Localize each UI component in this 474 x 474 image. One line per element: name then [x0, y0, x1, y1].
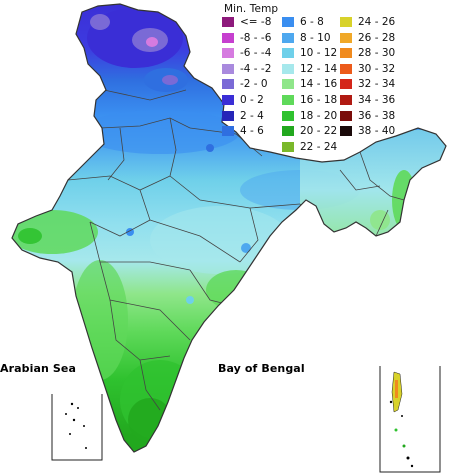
- legend-item: 36 - 38: [340, 110, 395, 122]
- legend-title: Min. Temp: [224, 3, 279, 15]
- andaman-nicobar-inset: [379, 366, 441, 473]
- legend-swatch: [340, 17, 352, 27]
- legend-label: 10 - 12: [300, 47, 338, 60]
- state-boundaries: [67, 89, 405, 411]
- legend-label: 24 - 26: [358, 16, 396, 28]
- legend-item: 6 - 8: [282, 16, 324, 28]
- bay-of-bengal-label: Bay of Bengal: [218, 362, 305, 375]
- legend-swatch: [340, 79, 352, 90]
- legend-item: 18 - 20: [282, 110, 337, 122]
- legend-swatch: [282, 110, 294, 121]
- legend-swatch: [222, 32, 234, 43]
- legend-label: 16 - 18: [300, 94, 338, 106]
- legend-item: 24 - 26: [340, 16, 395, 28]
- legend-item: -2 - 0: [222, 78, 268, 90]
- legend-swatch: [282, 63, 294, 74]
- legend-swatch: [222, 126, 234, 137]
- legend-item: 32 - 34: [340, 78, 395, 90]
- legend-label: 36 - 38: [358, 109, 396, 122]
- legend-swatch: [222, 48, 234, 59]
- legend-swatch: [282, 17, 294, 27]
- legend-label: 22 - 24: [300, 140, 338, 153]
- legend-label: 34 - 36: [358, 94, 396, 106]
- legend-label: -6 - -4: [240, 47, 272, 60]
- legend-item: -6 - -4: [222, 47, 271, 59]
- lakshadweep-inset: [51, 394, 103, 461]
- legend-swatch: [222, 95, 234, 105]
- legend-swatch: [222, 63, 234, 74]
- legend-swatch: [222, 110, 234, 121]
- arabian-sea-label: Arabian Sea: [0, 362, 76, 375]
- legend-item: 38 - 40: [340, 125, 395, 137]
- legend-label: <= -8: [240, 16, 272, 28]
- legend-item: 8 - 10: [282, 32, 331, 44]
- legend-swatch: [282, 32, 294, 43]
- legend-label: 4 - 6: [240, 125, 264, 138]
- legend-item: 30 - 32: [340, 63, 395, 75]
- legend-swatch: [282, 141, 294, 152]
- legend-item: 26 - 28: [340, 32, 395, 44]
- legend-item: 10 - 12: [282, 47, 337, 59]
- legend-label: -4 - -2: [240, 62, 272, 75]
- legend-item: 34 - 36: [340, 94, 395, 106]
- legend-label: -8 - -6: [240, 31, 272, 44]
- legend-label: 26 - 28: [358, 31, 396, 44]
- legend-label: 6 - 8: [300, 16, 324, 28]
- legend-label: 30 - 32: [358, 62, 396, 75]
- legend-label: 12 - 14: [300, 62, 338, 75]
- legend-swatch: [222, 17, 234, 27]
- legend-swatch: [340, 126, 352, 137]
- legend-item: -4 - -2: [222, 63, 271, 75]
- legend-swatch: [222, 79, 234, 90]
- legend-label: -2 - 0: [240, 78, 268, 91]
- legend-label: 20 - 22: [300, 125, 338, 138]
- legend-swatch: [340, 110, 352, 121]
- legend-swatch: [282, 126, 294, 137]
- legend-item: 12 - 14: [282, 63, 337, 75]
- legend-swatch: [340, 48, 352, 59]
- legend-swatch: [340, 63, 352, 74]
- legend-item: 4 - 6: [222, 125, 264, 137]
- legend-swatch: [282, 79, 294, 90]
- legend-label: 2 - 4: [240, 109, 264, 122]
- legend-swatch: [340, 32, 352, 43]
- legend-swatch: [340, 95, 352, 105]
- legend-label: 8 - 10: [300, 31, 331, 44]
- legend-item: 22 - 24: [282, 141, 337, 153]
- legend-item: 20 - 22: [282, 125, 337, 137]
- legend-label: 38 - 40: [358, 125, 396, 138]
- legend-label: 28 - 30: [358, 47, 396, 60]
- legend-swatch: [282, 48, 294, 59]
- legend-item: 2 - 4: [222, 110, 264, 122]
- legend-item: 0 - 2: [222, 94, 264, 106]
- legend-label: 14 - 16: [300, 78, 338, 91]
- legend-item: -8 - -6: [222, 32, 271, 44]
- legend-item: 14 - 16: [282, 78, 337, 90]
- legend-label: 0 - 2: [240, 94, 264, 106]
- legend-item: 16 - 18: [282, 94, 337, 106]
- legend-swatch: [282, 95, 294, 105]
- legend-label: 32 - 34: [358, 78, 396, 91]
- legend-label: 18 - 20: [300, 109, 338, 122]
- legend-item: 28 - 30: [340, 47, 395, 59]
- legend-item: <= -8: [222, 16, 271, 28]
